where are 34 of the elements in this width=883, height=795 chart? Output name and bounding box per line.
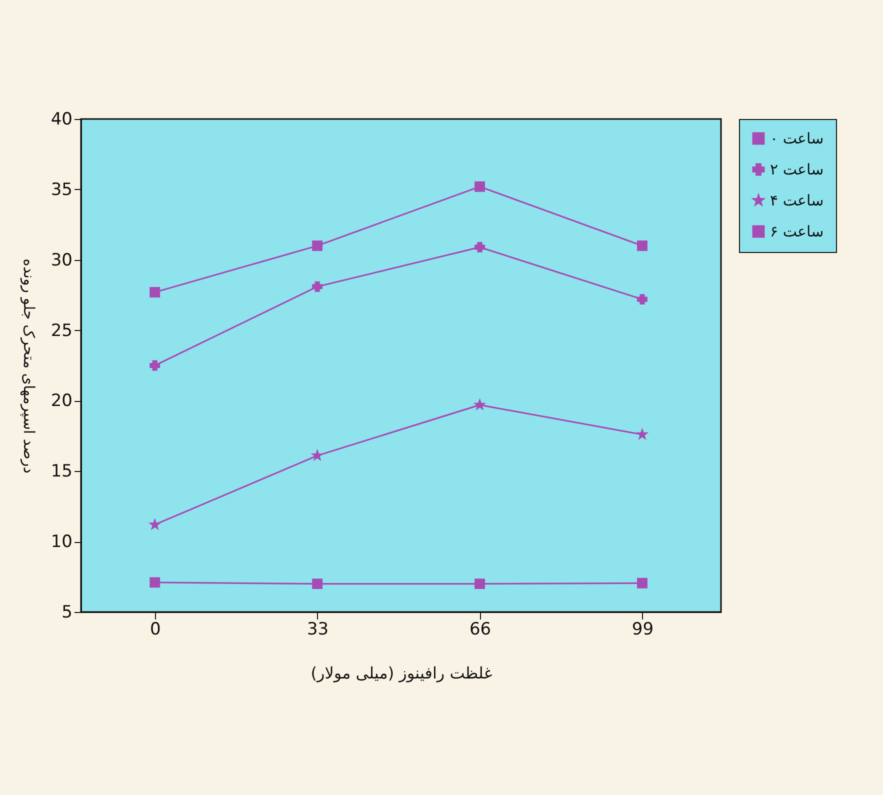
point <box>637 578 648 588</box>
y-tick-label: 25 <box>50 320 72 341</box>
y-tick-label: 40 <box>50 110 72 130</box>
legend-label: ۲ ساعت <box>770 160 824 178</box>
point <box>150 577 160 588</box>
point <box>312 281 323 292</box>
x-axis-title: غلظت رافینوز (میلی مولار) <box>310 664 492 682</box>
x-tick-label: 33 <box>306 620 329 640</box>
legend-label: ۶ ساعت <box>770 222 824 240</box>
point <box>312 240 323 251</box>
point <box>150 519 160 530</box>
x-tick-label: 99 <box>632 620 654 640</box>
y-tick-label: 35 <box>50 180 72 200</box>
point <box>637 240 648 251</box>
point <box>474 400 485 410</box>
legend-label: ۴ ساعت <box>770 192 824 210</box>
point <box>150 287 160 298</box>
point <box>637 294 648 305</box>
y-tick-label: 15 <box>50 462 72 482</box>
y-axis-title: درصد اسپرمهای متحرک جلو رونده <box>20 258 38 474</box>
point <box>637 429 648 439</box>
legend-label: ۰ ساعت <box>770 130 824 148</box>
y-tick-label: 5 <box>62 602 72 622</box>
y-tick-label: 20 <box>50 391 72 412</box>
point <box>474 578 485 590</box>
point <box>150 360 160 371</box>
point <box>474 242 485 252</box>
point <box>312 578 323 590</box>
y-tick-label: 10 <box>50 532 72 552</box>
point <box>312 450 322 460</box>
y-tick-label: 30 <box>50 250 72 270</box>
x-tick-label: 66 <box>469 620 492 640</box>
point <box>474 181 485 192</box>
x-tick-label: 0 <box>150 620 161 640</box>
